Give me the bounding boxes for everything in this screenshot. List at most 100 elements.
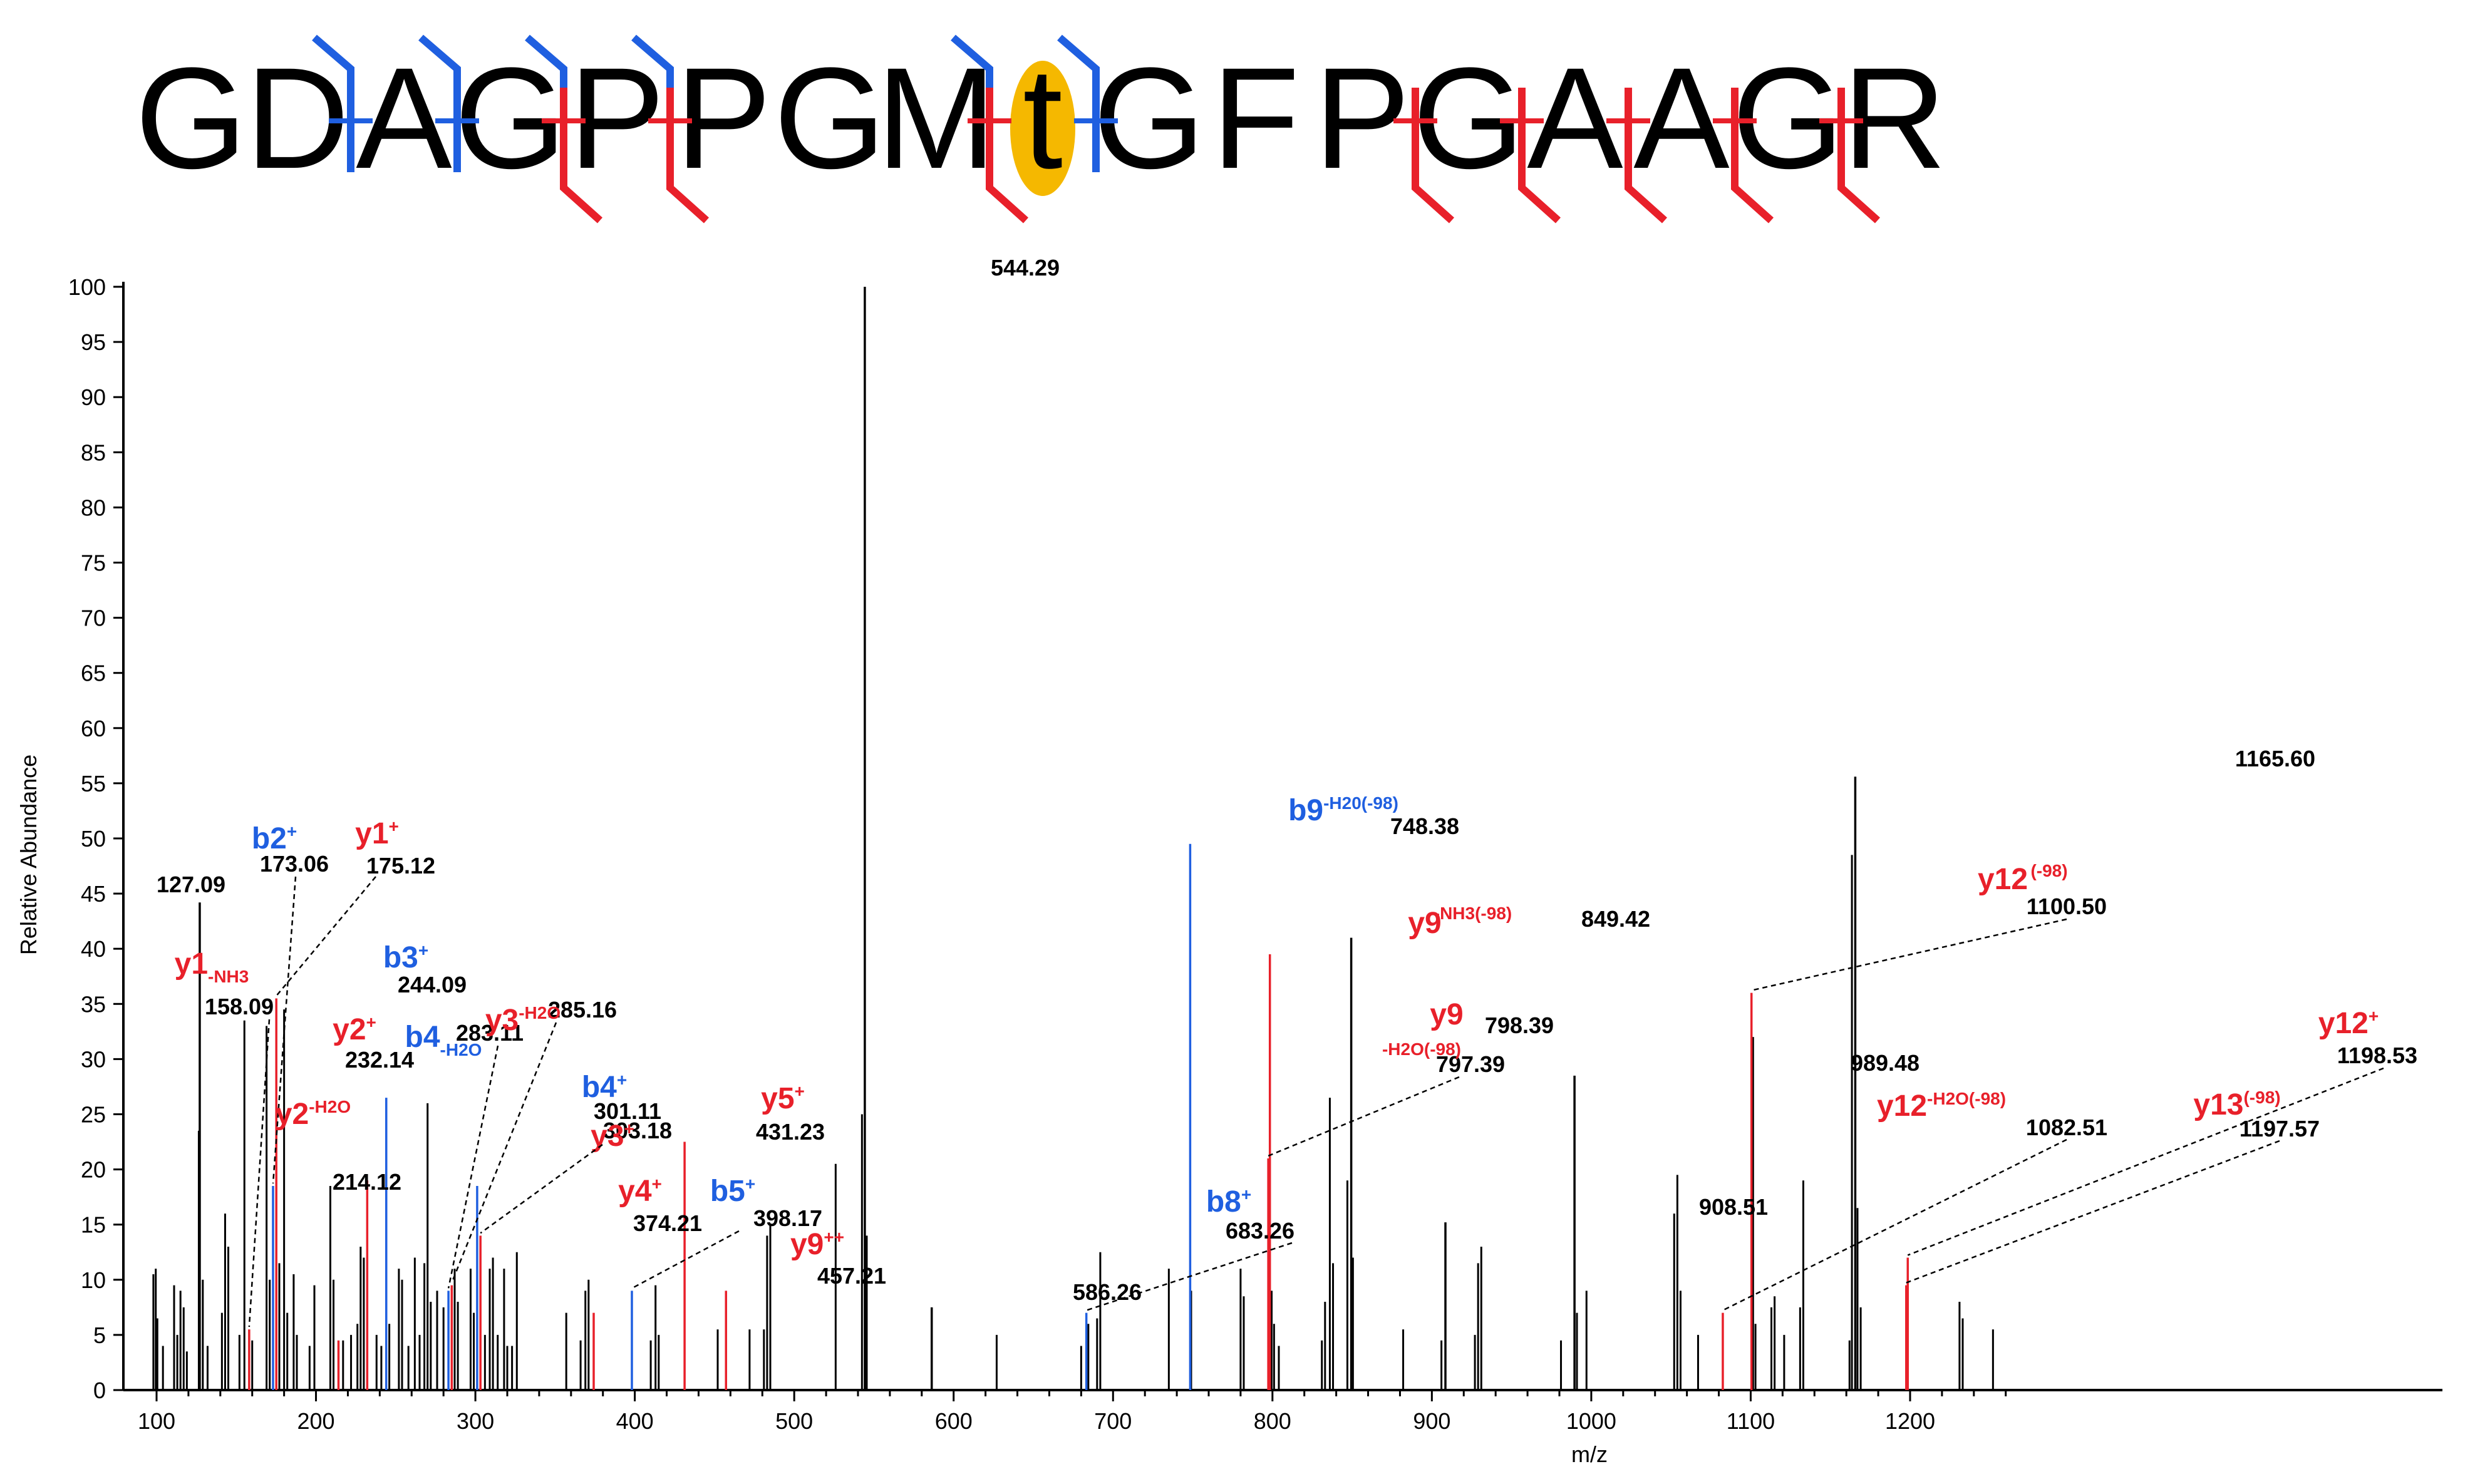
ion-label: b5+ [710, 1174, 755, 1208]
ion-label: y4+ [618, 1174, 662, 1208]
peak-mz-label: 244.09 [398, 972, 467, 997]
ion-subscript: -H2O [440, 1040, 482, 1059]
annotation-leader [1906, 1140, 2280, 1284]
ion-name: b5 [710, 1175, 745, 1208]
annotation-leader [447, 1045, 499, 1289]
x-tick-label: 700 [1094, 1408, 1132, 1434]
ion-name: b8 [1206, 1185, 1241, 1219]
peak-mz-label: 798.39 [1485, 1013, 1554, 1038]
peak-mz-label: 1165.60 [2235, 746, 2315, 771]
peak-mz-label: 1082.51 [2026, 1115, 2107, 1140]
ion-label: y12+ [2318, 1006, 2379, 1040]
sequence-residue: A [1527, 38, 1623, 198]
ion-name: y1 [175, 947, 208, 981]
ion-name: y9 [1408, 907, 1441, 940]
peptide-sequence: GD A G P P GM t G F P G A A GR [135, 34, 1946, 224]
b-ion-cleavage-mark [418, 34, 461, 172]
ion-label: y13(-98) [2193, 1088, 2280, 1121]
peak-mz-label: 301.11 [594, 1098, 661, 1124]
peak-mz-label: 797.39 [1436, 1051, 1505, 1077]
annotation-leader [1751, 918, 2067, 991]
y-tick-label: 80 [81, 495, 106, 520]
sequence-residue: M [876, 38, 996, 198]
b-ion-cleavage-mark [312, 34, 354, 172]
sequence-residue: G [774, 38, 886, 198]
peak-mz-label: 285.16 [548, 997, 617, 1023]
ion-name: b4 [405, 1021, 440, 1054]
annotation-leader [1268, 1076, 1460, 1157]
peak-mz-label: 908.51 [1699, 1194, 1768, 1220]
ion-label: b3+ [383, 940, 428, 974]
ion-name: y13 [2193, 1088, 2243, 1121]
ion-name: y1 [355, 817, 388, 850]
sequence-residue: t [1023, 38, 1063, 198]
y-tick-label: 10 [81, 1267, 106, 1293]
y-tick-label: 20 [81, 1157, 106, 1183]
ion-label: y9++ [790, 1227, 844, 1261]
ion-name: b4 [582, 1071, 617, 1104]
y-tick-label: 75 [81, 550, 106, 576]
ion-name: b9 [1288, 794, 1323, 827]
peak-mz-label: 283.11 [456, 1020, 524, 1046]
sequence-residue: G [1732, 38, 1844, 198]
sequence-residue: A [1633, 38, 1729, 198]
ion-superscript: + [745, 1174, 755, 1193]
ion-superscript: + [624, 1119, 634, 1138]
ion-label: y5+ [761, 1081, 805, 1115]
y-tick-label: 90 [81, 384, 106, 410]
x-axis-label: m/z [1571, 1441, 1608, 1467]
y-tick-label: 45 [81, 881, 106, 907]
ion-superscript: + [1241, 1185, 1251, 1204]
sequence-residue: P [569, 38, 664, 198]
ion-superscript: + [366, 1013, 376, 1032]
ion-label: y12-H2O(-98) [1877, 1089, 2006, 1123]
peak-mz-label: 586.26 [1073, 1279, 1142, 1305]
ion-label: y3+ [591, 1119, 634, 1153]
peak-mz-label: 175.12 [366, 853, 435, 879]
x-tick-label: 200 [297, 1408, 335, 1434]
ion-subscript: -H2O(-98) [1382, 1039, 1461, 1059]
peak-mz-label: 1100.50 [2027, 894, 2107, 919]
peak-mz-label: 374.21 [633, 1210, 702, 1236]
chart-peaks [152, 287, 1994, 1390]
annotation-leader [451, 1022, 557, 1284]
annotation-leader [631, 1230, 740, 1289]
ion-name: b3 [383, 941, 418, 974]
ion-superscript: (-98) [2030, 861, 2067, 880]
ion-name: y2 [333, 1013, 366, 1046]
sequence-residue: G [1413, 38, 1525, 198]
ion-label: b8+ [1206, 1185, 1251, 1219]
annotation-leader [1907, 1067, 2384, 1256]
ion-name: y5 [761, 1082, 794, 1115]
ion-name: y4 [618, 1175, 652, 1208]
y-tick-label: 35 [81, 991, 106, 1017]
peak-mz-label: 1198.53 [2337, 1043, 2417, 1068]
sequence-residue: G [135, 38, 247, 198]
y-tick-label: 50 [81, 826, 106, 852]
x-tick-label: 1200 [1885, 1408, 1935, 1434]
ion-superscript: -NH3(-98) [1434, 904, 1512, 923]
x-tick-label: 800 [1254, 1408, 1291, 1434]
peak-mz-label: 683.26 [1226, 1218, 1294, 1244]
y-tick-label: 0 [93, 1378, 106, 1403]
ion-label: y9 [1408, 907, 1441, 940]
ion-superscript: + [418, 940, 428, 960]
x-tick-label: 300 [457, 1408, 494, 1434]
ion-superscript: -H2O [519, 1003, 561, 1023]
sequence-residue: P [675, 38, 771, 198]
ion-label: b2+ [252, 822, 297, 855]
peak-mz-label: 398.17 [753, 1205, 822, 1231]
sequence-residue: G [455, 38, 567, 198]
peak-mz-label: 748.38 [1390, 813, 1459, 839]
phospho-site-highlight [1010, 61, 1075, 196]
x-tick-label: 1100 [1727, 1408, 1775, 1434]
ion-superscript: -H2O(-98) [1927, 1089, 2006, 1108]
y-tick-label: 95 [81, 329, 106, 355]
ion-superscript: -H20(-98) [1323, 793, 1398, 813]
x-tick-label: 100 [138, 1408, 175, 1434]
ion-name: y3 [591, 1120, 624, 1153]
ion-label: y3-H2O [485, 1003, 561, 1037]
y-tick-label: 60 [81, 716, 106, 741]
ion-superscript: (-98) [2243, 1088, 2280, 1107]
